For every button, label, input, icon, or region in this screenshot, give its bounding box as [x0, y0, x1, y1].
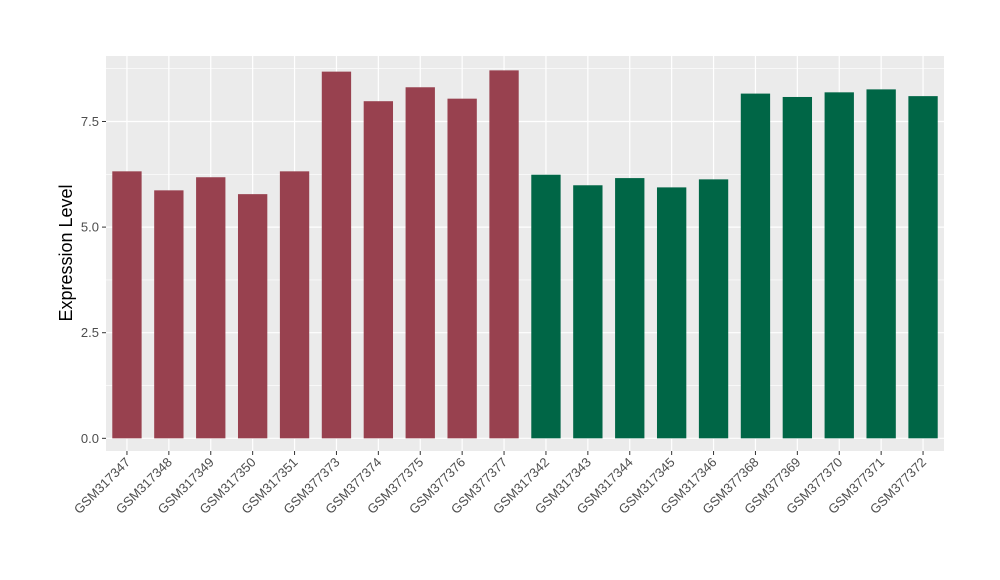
y-axis-ticks: 0.0 2.5 5.0 7.5: [81, 114, 106, 446]
bar: [615, 178, 645, 439]
x-axis-ticks: GSM317347GSM317348GSM317349GSM317350GSM3…: [71, 451, 929, 517]
bar: [447, 98, 477, 439]
bar: [112, 171, 142, 439]
y-tick-label: 0.0: [81, 431, 99, 446]
bar: [279, 171, 310, 439]
bar: [740, 93, 771, 439]
bar: [154, 190, 184, 439]
bar: [237, 194, 268, 439]
bar: [489, 70, 519, 439]
y-tick-label: 7.5: [81, 114, 99, 129]
bar: [782, 96, 813, 439]
bar: [573, 185, 603, 439]
bars: [112, 70, 938, 439]
y-axis-title: Expression Level: [56, 184, 76, 321]
bar: [908, 96, 938, 439]
bar: [363, 101, 394, 439]
bar: [321, 71, 352, 439]
y-tick-label: 2.5: [81, 325, 99, 340]
bar: [824, 92, 854, 439]
bar: [698, 179, 729, 439]
y-tick-label: 5.0: [81, 220, 99, 235]
bar: [405, 87, 435, 439]
bar: [866, 89, 896, 439]
bar: [196, 177, 226, 439]
bar: [531, 174, 561, 439]
plot-panel: [106, 56, 944, 451]
bar: [656, 187, 687, 439]
